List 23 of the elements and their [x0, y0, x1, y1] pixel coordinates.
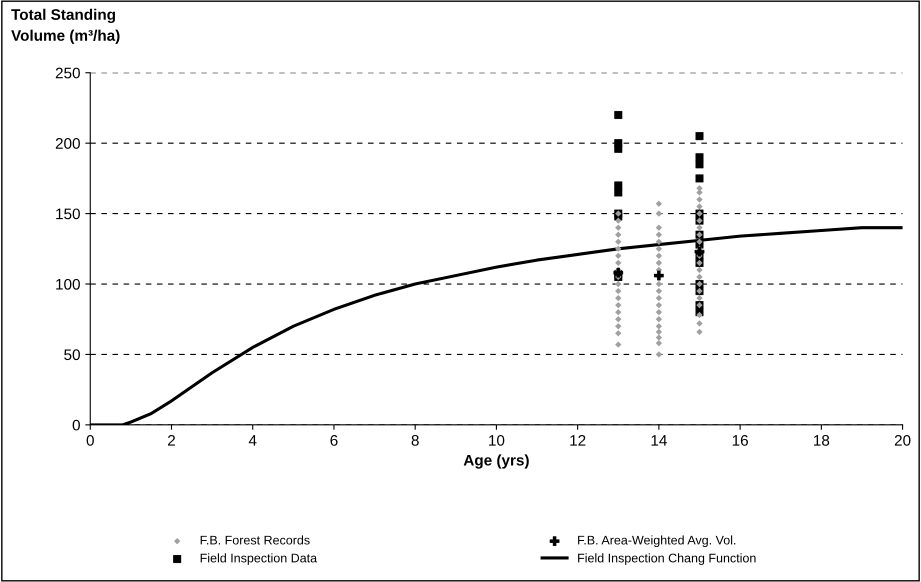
x-tick-label: 8 [412, 434, 419, 446]
x-tick-label: 14 [652, 435, 667, 446]
x-tick-label: 20 [894, 434, 910, 446]
x-tick-label: 0 [86, 434, 94, 446]
y-tick-label: 50 [64, 349, 80, 360]
legend-label: Field Inspection Chang Function [578, 553, 756, 565]
y-tick-label: 0 [72, 420, 80, 431]
y-axis-title: Total Standing Volume (m³/ha) [11, 8, 120, 44]
x-tick-label: 18 [814, 434, 830, 446]
x-tick-label: 2 [168, 434, 175, 446]
y-tick-label: 100 [56, 278, 80, 290]
legend-label: F.B. Forest Records [200, 535, 310, 545]
x-axis-title: Age (yrs) [464, 454, 529, 469]
x-tick-label: 16 [732, 434, 748, 446]
legend-label: F.B. Area-Weighted Avg. Vol. [578, 535, 736, 548]
y-tick-label: 200 [56, 138, 80, 149]
y-tick-label: 250 [56, 68, 80, 78]
x-tick-label: 6 [330, 434, 338, 446]
x-tick-label: 10 [489, 434, 504, 446]
x-tick-label: 4 [248, 435, 257, 446]
legend-label: Field Inspection Data [200, 553, 318, 565]
y-tick-label: 150 [56, 208, 80, 220]
x-tick-label: 12 [570, 434, 586, 446]
